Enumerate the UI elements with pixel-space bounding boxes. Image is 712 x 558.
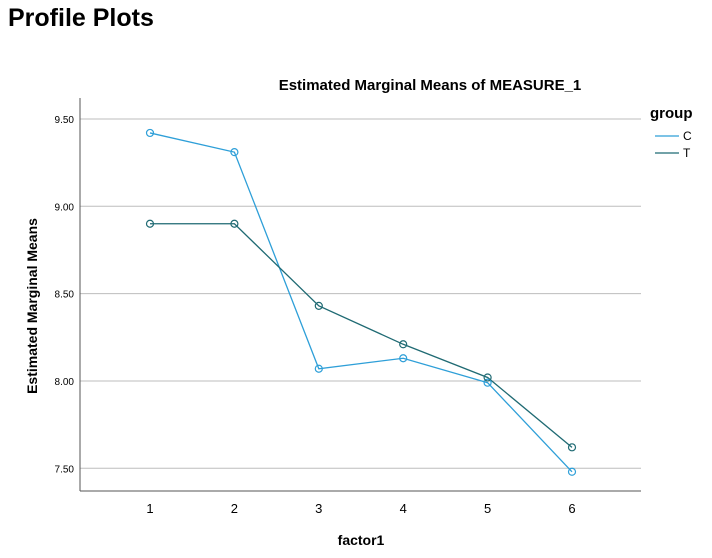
- y-tick-label: 8.50: [55, 290, 75, 301]
- y-tick-label: 7.50: [55, 464, 75, 475]
- x-tick-label: 5: [484, 501, 491, 516]
- data-point-t: [145, 219, 155, 228]
- x-axis-title: factor1: [338, 532, 385, 548]
- data-point-c: [145, 128, 155, 138]
- data-point-t: [399, 340, 408, 349]
- legend-items: CT: [655, 129, 692, 160]
- data-point-t: [230, 219, 239, 228]
- legend-title: group: [650, 105, 693, 122]
- x-tick-label: 6: [568, 501, 575, 516]
- axes: [79, 98, 641, 492]
- legend: group CT: [650, 105, 693, 160]
- x-tick-label: 4: [400, 501, 407, 516]
- data-point-c: [314, 364, 323, 373]
- y-tick-labels: 7.50 8.00 8.50 9.00 9.50: [55, 115, 75, 475]
- x-tick-labels: 1 2 3 4 5 6: [146, 501, 575, 516]
- chart-title: Estimated Marginal Means of MEASURE_1: [279, 77, 582, 94]
- data-point-c: [483, 378, 492, 387]
- legend-label-c: C: [683, 129, 692, 143]
- data-point-c: [230, 148, 239, 157]
- data-point-c: [567, 467, 577, 476]
- page-heading: Profile Plots: [8, 4, 154, 32]
- x-tick-label: 2: [231, 501, 238, 516]
- y-tick-label: 9.50: [55, 115, 75, 126]
- y-tick-label: 9.00: [55, 202, 75, 213]
- x-tick-label: 3: [315, 501, 322, 516]
- x-tick-label: 1: [146, 501, 153, 516]
- data-point-t: [483, 373, 492, 382]
- series-lines: [149, 132, 573, 473]
- gridlines: [80, 118, 641, 469]
- data-point-t: [314, 301, 323, 310]
- y-axis-title: Estimated Marginal Means: [24, 218, 40, 394]
- y-tick-label: 8.00: [55, 377, 75, 388]
- series-line-t: [150, 223, 573, 448]
- series-line-c: [149, 132, 573, 473]
- legend-label-t: T: [683, 146, 691, 160]
- series-markers: [145, 128, 577, 476]
- data-point-c: [399, 354, 408, 363]
- data-point-t: [567, 443, 577, 452]
